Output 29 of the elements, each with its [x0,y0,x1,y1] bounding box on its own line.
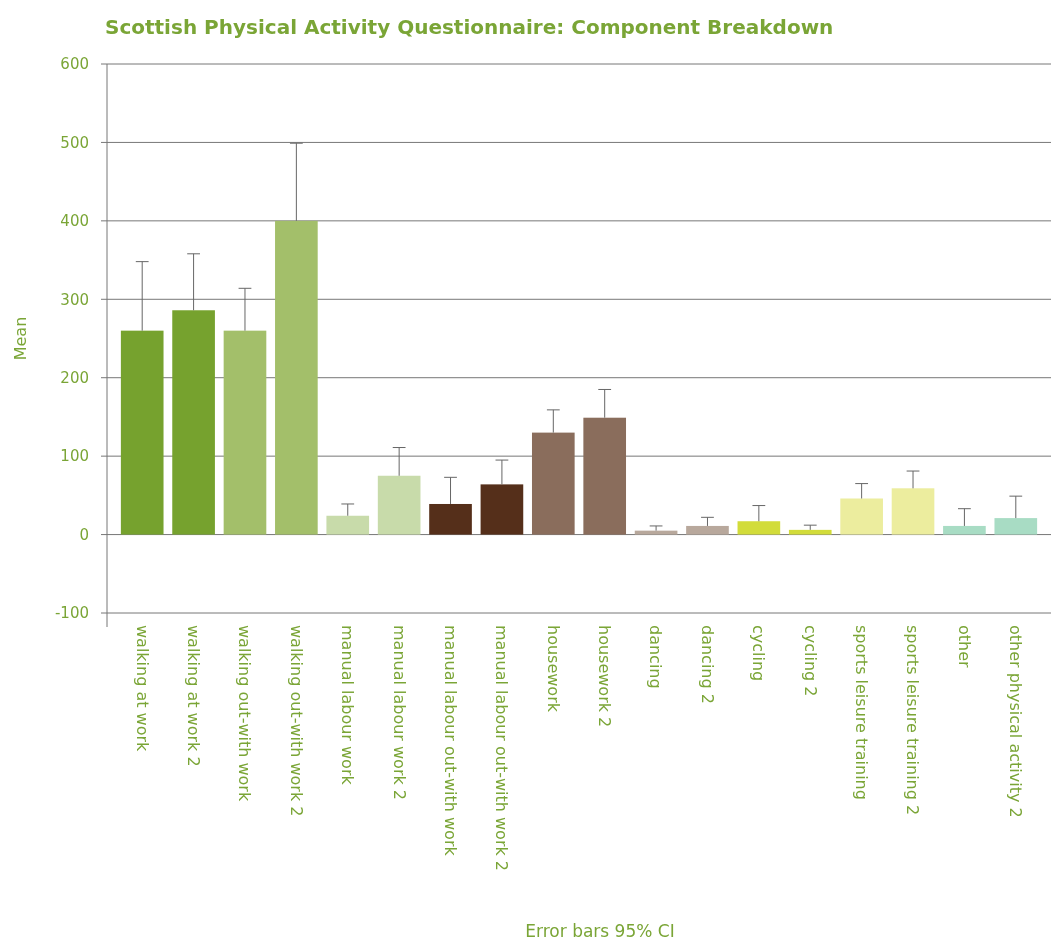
x-tick-label: dancing [646,625,666,689]
text: Error bars 95% CI [525,921,675,941]
y-tick-label: 500 [60,133,89,152]
y-tick-label: 600 [60,55,89,74]
x-tick-label: walking out-with work 2 [286,625,306,817]
x-tick-label: manual labour out-with work 2 [492,625,512,871]
x-tick-label: other [954,625,974,669]
x-tick-label: walking at work 2 [183,625,203,767]
y-tick-label: 400 [60,212,89,231]
x-tick-label: manual labour out-with work [440,625,460,857]
y-axis-title: Mean [11,316,30,361]
x-tick-label: housework 2 [595,625,615,728]
x-tick-label: walking at work [132,625,152,753]
x-tick-label: manual labour work [338,625,358,786]
y-tick-label: -100 [54,604,89,623]
x-tick-label: walking out-with work [235,625,255,802]
x-tick-label: sports leisure training 2 [903,625,923,816]
x-tick-label: sports leisure training [852,625,872,800]
x-tick-label: cycling [749,625,769,682]
x-tick-label: other physical activity 2 [1006,625,1026,818]
y-tick-label: 300 [60,290,89,309]
y-tick-label: 200 [60,368,89,387]
x-tick-label: dancing 2 [697,625,717,704]
y-tick-label: 0 [79,525,89,544]
x-tick-label: manual labour work 2 [389,625,409,800]
x-tick-label: cycling 2 [800,625,820,697]
y-tick-label: 100 [60,447,89,466]
x-tick-label: housework [543,625,563,713]
chart-title: Scottish Physical Activity Questionnaire: Component Breakdown [105,15,834,39]
